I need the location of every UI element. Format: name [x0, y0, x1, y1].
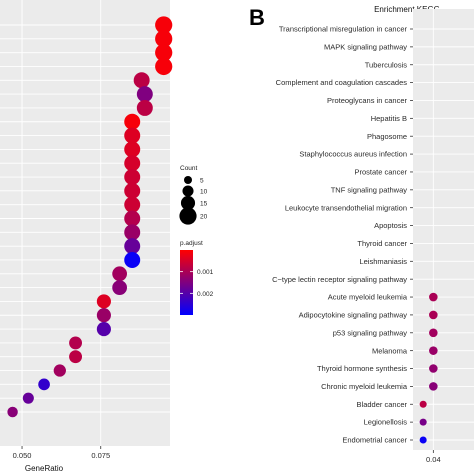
- panel-a-data-point: [112, 266, 128, 282]
- panel-b-category-label: Complement and coagulation cascades: [276, 78, 408, 87]
- panel-b-category-label: Proteoglycans in cancer: [327, 96, 408, 105]
- panel-b-category-label: C−type lectin receptor signaling pathway: [272, 275, 407, 284]
- panel-b-category-label: Acute myeloid leukemia: [328, 293, 408, 302]
- panel-b-category-label: p53 signaling pathway: [333, 328, 407, 337]
- legend-count-title: Count: [180, 165, 198, 172]
- panel-a-data-point: [124, 251, 141, 268]
- panel-b-category-label: Hepatitis B: [371, 114, 407, 123]
- panel-a-data-point: [124, 238, 141, 255]
- panel-a-data-point: [124, 182, 141, 199]
- legend-padj-tick-label: 0.002: [197, 291, 214, 298]
- panel-b-category-label: Tuberculosis: [365, 60, 407, 69]
- panel-a-x-axis-title: GeneRatio: [25, 464, 64, 473]
- panel-b-data-point: [429, 310, 438, 320]
- legend-padj-tick-label: 0.001: [197, 269, 214, 276]
- panel-b-category-label: Apoptosis: [374, 221, 407, 230]
- legend-count-dot: [184, 176, 192, 184]
- panel-b-x-tick-label: 0.04: [426, 455, 441, 464]
- panel-a-data-point: [136, 86, 153, 103]
- panel-a-data-point: [124, 155, 141, 172]
- legend-color-bar: [180, 250, 193, 315]
- legend-padj-title: p.adjust: [180, 240, 203, 247]
- panel-a-x-tick-label: 0.075: [91, 451, 110, 460]
- panel-b-category-label: TNF signaling pathway: [331, 185, 408, 194]
- legend-count-label: 20: [200, 214, 208, 221]
- legend-count-label: 5: [200, 178, 204, 185]
- panel-b-category-label: Endometrial cancer: [342, 436, 407, 445]
- panel-b-data-point: [419, 400, 427, 408]
- panel-a-data-point: [38, 378, 50, 391]
- panel-a-data-point: [112, 280, 128, 295]
- panel-b-category-label: Phagosome: [367, 132, 407, 141]
- panel-b-category-label: Adipocytokine signaling pathway: [299, 311, 408, 320]
- panel-a-data-point: [155, 57, 173, 76]
- panel-a-data-point: [133, 72, 150, 89]
- panel-a-data-point: [124, 169, 141, 186]
- panel-a-data-point: [124, 224, 141, 241]
- panel-b-category-label: Leukocyte transendothelial migration: [285, 203, 407, 212]
- panel-a-x-tick-label: 0.050: [13, 451, 32, 460]
- panel-b-category-label: Thyroid hormone synthesis: [317, 364, 407, 373]
- panel-a-data-point: [124, 113, 141, 130]
- panel-b-category-label: Chronic myeloid leukemia: [321, 382, 408, 391]
- panel-b-data-point: [429, 382, 438, 391]
- legend-count-dot: [180, 195, 196, 211]
- panel-a-data-point: [96, 308, 111, 323]
- panel-a-data-point: [69, 336, 83, 350]
- panel-a-data-point: [22, 392, 34, 404]
- panel-b-title: Enrichment KEGG: [374, 5, 440, 14]
- panel-b-data-point: [429, 346, 438, 355]
- panel-b-category-label: Melanoma: [372, 346, 408, 355]
- panel-b-category-label: Thyroid cancer: [357, 239, 407, 248]
- panel-b-letter: B: [249, 5, 265, 30]
- panel-a-data-point: [124, 196, 141, 213]
- panel-a-data-point: [96, 322, 111, 337]
- panel-b-category-label: Bladder cancer: [357, 400, 408, 409]
- panel-a-data-point: [155, 16, 173, 34]
- panel-a-data-point: [124, 127, 141, 144]
- panel-a-data-point: [136, 99, 153, 116]
- legend-count-label: 10: [200, 189, 208, 196]
- legend-count-dot: [179, 207, 197, 225]
- panel-b-data-point: [419, 418, 427, 426]
- panel-b-category-label: Leishmaniasis: [359, 257, 407, 266]
- panel-b-category-label: MAPK signaling pathway: [324, 42, 407, 51]
- panel-b-category-label: Transcriptional misregulation in cancer: [279, 25, 408, 34]
- panel-a-data-point: [53, 364, 66, 377]
- panel-b-category-label: Prostate cancer: [354, 168, 407, 177]
- panel-a-data-point: [155, 30, 173, 48]
- panel-b-data-point: [429, 292, 438, 302]
- panel-a-data-point: [124, 141, 141, 158]
- panel-b-data-point: [429, 328, 438, 338]
- panel-b-data-point: [429, 364, 438, 373]
- panel-b-category-label: Staphylococcus aureus infection: [299, 150, 407, 159]
- legend-count-dot: [182, 185, 194, 197]
- panel-a-data-point: [96, 294, 111, 309]
- panel-a-data-point: [155, 44, 173, 62]
- panel-a-data-point: [7, 406, 18, 418]
- panel-b-data-point: [419, 436, 427, 444]
- panel-b-category-label: Legionellosis: [364, 418, 408, 427]
- panel-a-data-point: [124, 210, 141, 227]
- legend-count-label: 15: [200, 201, 208, 208]
- panel-a-data-point: [69, 350, 83, 364]
- panel-b-background: [413, 9, 474, 450]
